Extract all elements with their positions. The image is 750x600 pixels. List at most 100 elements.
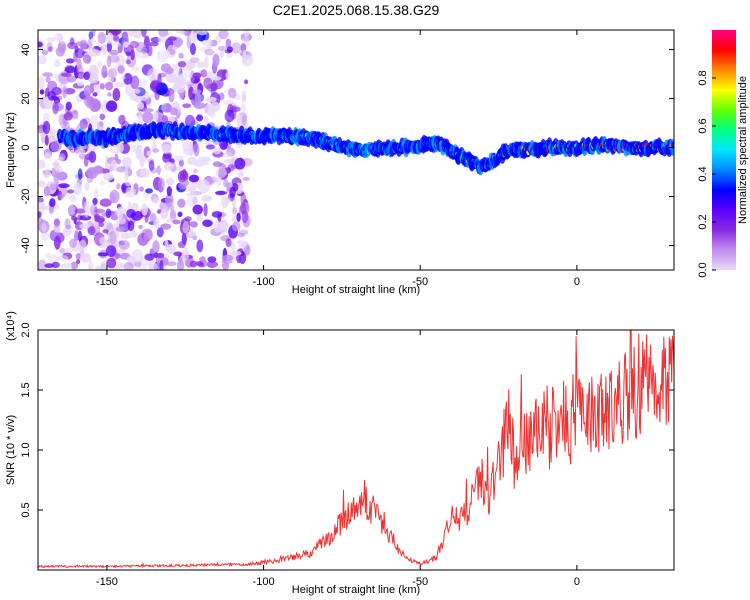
noise-cell [182, 220, 190, 234]
noise-cell [38, 159, 46, 170]
noise-cell [99, 180, 106, 186]
noise-cell [211, 76, 222, 81]
noise-cell [105, 245, 117, 257]
noise-cell [76, 259, 81, 265]
noise-cell [106, 55, 112, 68]
noise-cell [98, 221, 105, 228]
noise-cell [84, 153, 95, 161]
noise-cell [40, 232, 50, 241]
colorbar-scale [712, 30, 736, 270]
noise-cell [76, 81, 84, 87]
noise-cell [203, 115, 209, 126]
noise-cell [211, 176, 218, 181]
noise-cell [152, 111, 159, 121]
noise-cell [230, 241, 236, 250]
colorbar-tick-label: 0.0 [697, 262, 709, 277]
noise-cell [238, 171, 245, 177]
noise-cell [231, 221, 241, 232]
noise-cell [71, 215, 77, 221]
noise-cell [188, 174, 200, 183]
noise-cell [63, 112, 74, 121]
y-tick-label: 0 [20, 144, 32, 150]
snr-scale-note: (x10⁴) [5, 311, 17, 341]
noise-cell [94, 208, 106, 214]
noise-cell [212, 161, 222, 167]
noise-cell [129, 230, 138, 239]
noise-cell [165, 67, 174, 75]
noise-cell [229, 186, 236, 199]
noise-cell [241, 90, 246, 101]
noise-cell [93, 84, 100, 90]
noise-cell [186, 63, 193, 71]
noise-cell [42, 169, 52, 179]
noise-cell [64, 66, 76, 74]
noise-cell [113, 35, 120, 42]
noise-cell [204, 48, 215, 56]
noise-cell [223, 158, 232, 164]
noise-cell [196, 61, 205, 69]
y-tick-label: 1.5 [20, 382, 32, 397]
noise-cell [235, 239, 246, 244]
noise-cell [47, 254, 60, 264]
noise-cell [83, 201, 91, 213]
noise-cell [141, 111, 154, 124]
noise-cell [237, 243, 247, 248]
noise-cell [177, 61, 187, 68]
noise-cell [203, 77, 213, 89]
noise-cell [107, 92, 112, 97]
noise-cell [105, 208, 112, 219]
noise-cell [76, 58, 82, 70]
noise-cell [44, 152, 52, 160]
noise-cell [173, 251, 183, 257]
noise-cell [216, 176, 223, 187]
noise-cell [217, 45, 228, 51]
noise-cell [192, 72, 202, 79]
noise-cell [239, 229, 249, 235]
noise-cell [74, 208, 86, 214]
noise-cell [181, 168, 187, 181]
y-tick-label: 20 [20, 92, 32, 104]
x-tick-label: -150 [96, 276, 118, 288]
noise-cell [82, 54, 92, 64]
noise-cell [123, 262, 134, 270]
noise-cell [38, 259, 47, 270]
noise-cell [109, 30, 122, 36]
noise-cell [213, 147, 222, 155]
noise-cell [182, 103, 192, 108]
noise-cell [90, 67, 98, 82]
noise-cell [184, 30, 191, 37]
noise-cell [130, 66, 140, 72]
noise-cell [138, 224, 143, 230]
noise-cell [152, 148, 160, 153]
noise-cell [213, 221, 222, 233]
noise-cell [152, 240, 160, 254]
noise-cell [147, 44, 153, 57]
noise-cell [177, 198, 186, 208]
noise-cell [175, 30, 184, 34]
noise-cell [139, 158, 145, 168]
noise-cell [53, 160, 59, 170]
noise-cell [200, 69, 208, 78]
noise-cell [157, 209, 162, 214]
noise-cell [38, 76, 45, 90]
noise-cell [193, 143, 200, 157]
noise-cell [47, 127, 57, 142]
noise-cell [221, 254, 234, 262]
noise-cell [156, 165, 161, 175]
noise-cell [77, 230, 83, 242]
noise-cell [201, 195, 213, 202]
noise-cell [105, 100, 118, 112]
noise-cell [99, 236, 107, 245]
noise-cell [203, 203, 208, 217]
noise-cell [177, 241, 186, 249]
noise-cell [201, 157, 212, 162]
noise-cell [174, 155, 184, 161]
noise-cell [66, 189, 75, 194]
spectrogram-frame [37, 29, 675, 271]
noise-cell [242, 176, 250, 181]
noise-cell [92, 92, 98, 97]
noise-cell [42, 72, 53, 77]
noise-cell [159, 259, 164, 270]
y-tick-label: -20 [20, 189, 32, 205]
